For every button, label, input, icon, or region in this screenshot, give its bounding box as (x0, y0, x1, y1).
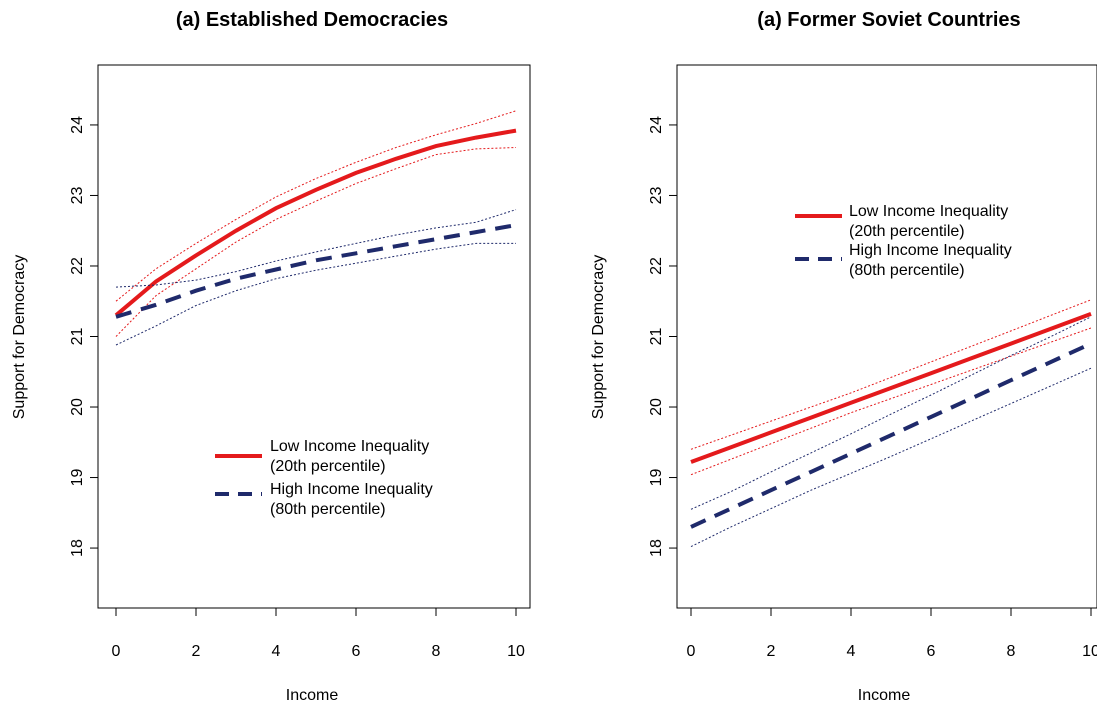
legend-label-high: High Income Inequality (80th percentile) (849, 242, 1016, 279)
series-high-ci-lower (690, 367, 1092, 548)
x-tick-label: 8 (432, 643, 441, 660)
legend-label-high-line2: (80th percentile) (270, 501, 386, 518)
legend-label-high: High Income Inequality (80th percentile) (270, 481, 437, 518)
series-low-ci-lower (690, 327, 1092, 476)
y-tick-label: 20 (69, 398, 86, 416)
legend-label-low: Low Income Inequality (20th percentile) (270, 438, 434, 475)
y-ticks: 18 19 20 21 22 23 24 (648, 116, 677, 557)
series-low-line (114, 128, 517, 317)
legend-label-low-line1: Low Income Inequality (270, 438, 429, 455)
panel-established-democracies: (a) Established Democracies Income Suppo… (11, 9, 531, 704)
series-high-line (115, 223, 517, 319)
x-axis-label: Income (858, 687, 911, 704)
series-high-ci-lower (115, 242, 516, 346)
series-low-line (690, 312, 1092, 464)
panel-former-soviet-countries: (a) Former Soviet Countries Income Suppo… (590, 9, 1097, 704)
y-tick-label: 19 (648, 469, 665, 487)
x-tick-label: 0 (687, 643, 696, 660)
y-tick-label: 23 (648, 186, 665, 204)
legend: Low Income Inequality (20th percentile) … (795, 203, 1016, 279)
legend-label-low-line2: (20th percentile) (849, 223, 965, 240)
y-tick-label: 22 (69, 257, 86, 275)
x-tick-label: 4 (272, 643, 281, 660)
y-tick-label: 18 (69, 539, 86, 557)
y-tick-label: 19 (69, 469, 86, 487)
series-high-ci-upper (115, 209, 517, 288)
chart-title: (a) Established Democracies (176, 9, 448, 31)
y-tick-label: 21 (648, 328, 665, 346)
plot-frame (97, 64, 531, 609)
y-tick-label: 21 (69, 328, 86, 346)
series-low-ci-lower (115, 147, 517, 337)
x-tick-label: 6 (927, 643, 936, 660)
chart-title: (a) Former Soviet Countries (757, 9, 1020, 31)
legend: Low Income Inequality (20th percentile) … (215, 438, 437, 518)
x-tick-label: 2 (192, 643, 201, 660)
y-axis-label: Support for Democracy (590, 255, 607, 420)
x-tick-label: 4 (847, 643, 856, 660)
y-tick-label: 24 (69, 116, 86, 134)
y-tick-label: 24 (648, 116, 665, 134)
series-high-ci-upper (690, 316, 1092, 510)
y-tick-label: 20 (648, 398, 665, 416)
y-tick-label: 22 (648, 257, 665, 275)
series-group (114, 110, 517, 346)
series-low-ci-upper (690, 299, 1092, 450)
x-tick-label: 0 (112, 643, 121, 660)
legend-label-high-line2: (80th percentile) (849, 262, 965, 279)
y-ticks: 18 19 20 21 22 23 24 (69, 116, 98, 557)
x-tick-label: 10 (1082, 643, 1097, 660)
x-ticks: 0 2 4 6 8 10 (687, 608, 1097, 660)
y-tick-label: 23 (69, 186, 86, 204)
y-axis-label: Support for Democracy (11, 255, 28, 420)
series-low-ci-upper (115, 110, 517, 302)
legend-label-high-line1: High Income Inequality (270, 481, 433, 498)
x-tick-label: 8 (1007, 643, 1016, 660)
x-tick-label: 6 (352, 643, 361, 660)
y-tick-label: 18 (648, 539, 665, 557)
legend-label-low-line1: Low Income Inequality (849, 203, 1008, 220)
legend-label-low: Low Income Inequality (20th percentile) (849, 203, 1013, 240)
series-high-line (690, 341, 1092, 529)
x-tick-label: 10 (507, 643, 525, 660)
x-ticks: 0 2 4 6 8 10 (112, 608, 525, 660)
series-group (690, 299, 1092, 548)
x-tick-label: 2 (767, 643, 776, 660)
legend-label-high-line1: High Income Inequality (849, 242, 1012, 259)
x-axis-label: Income (286, 687, 339, 704)
legend-label-low-line2: (20th percentile) (270, 458, 386, 475)
